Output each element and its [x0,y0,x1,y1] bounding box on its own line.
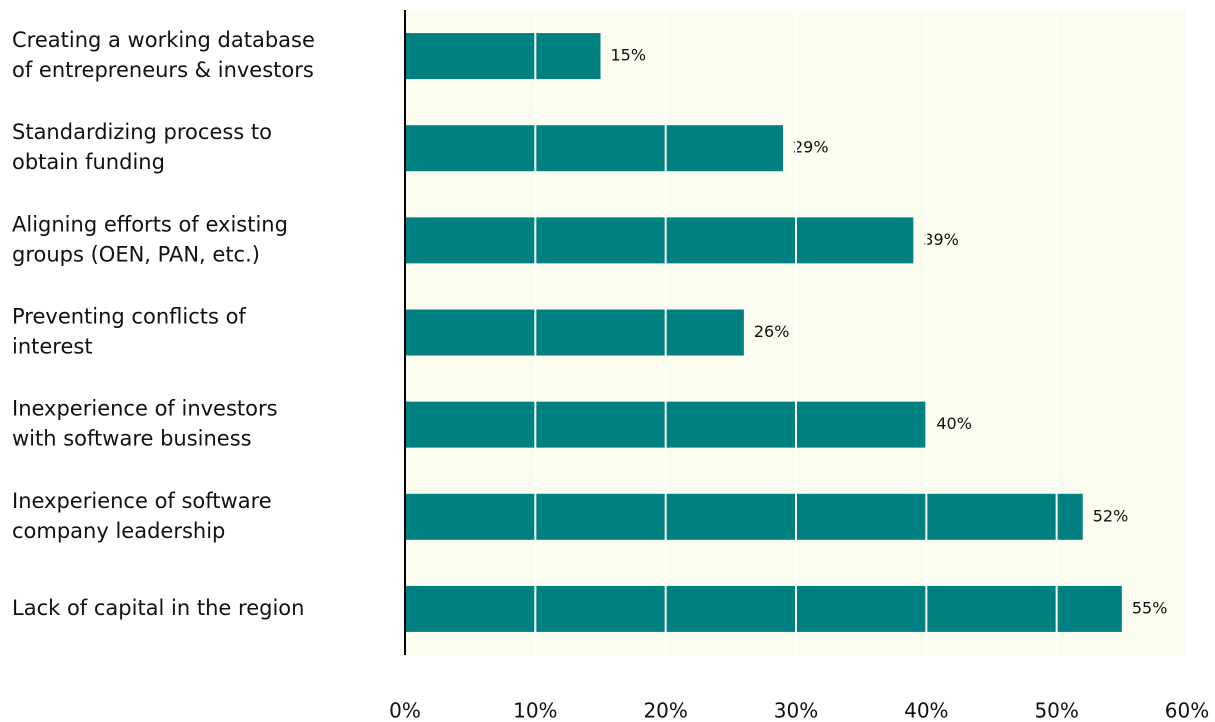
data-label: 15% [611,46,647,65]
y-tick-label: interest [12,335,93,359]
data-label: 29% [793,138,829,157]
y-tick-label: company leadership [12,519,225,543]
y-tick-label: Inexperience of software [12,489,272,513]
y-tick-label: of entrepreneurs & investors [12,58,314,82]
x-tick-label: 60% [1165,699,1209,722]
data-label: 55% [1132,598,1168,617]
y-tick-label: groups (OEN, PAN, etc.) [12,242,260,266]
y-tick-label: obtain funding [12,150,165,174]
bar [405,217,914,264]
y-tick-label: Inexperience of investors [12,397,278,421]
x-tick-label: 30% [774,699,818,722]
bar [405,125,783,172]
bar [405,493,1083,540]
bar [405,33,601,80]
bar [405,309,744,356]
y-tick-label: Preventing conflicts of [12,305,246,329]
x-tick-label: 20% [643,699,687,722]
data-label: 40% [936,414,972,433]
data-label: 39% [923,230,959,249]
x-tick-label: 10% [513,699,557,722]
bar [405,585,1122,632]
y-tick-label: Lack of capital in the region [12,596,304,620]
x-tick-label: 0% [389,699,421,722]
data-label: 26% [754,322,790,341]
y-tick-label: with software business [12,427,252,451]
y-tick-label: Aligning efforts of existing [12,212,288,236]
x-tick-label: 40% [904,699,948,722]
data-label: 52% [1093,506,1129,525]
x-tick-label: 50% [1034,699,1078,722]
y-tick-label: Creating a working database [12,28,315,52]
y-tick-label: Standardizing process to [12,120,272,144]
